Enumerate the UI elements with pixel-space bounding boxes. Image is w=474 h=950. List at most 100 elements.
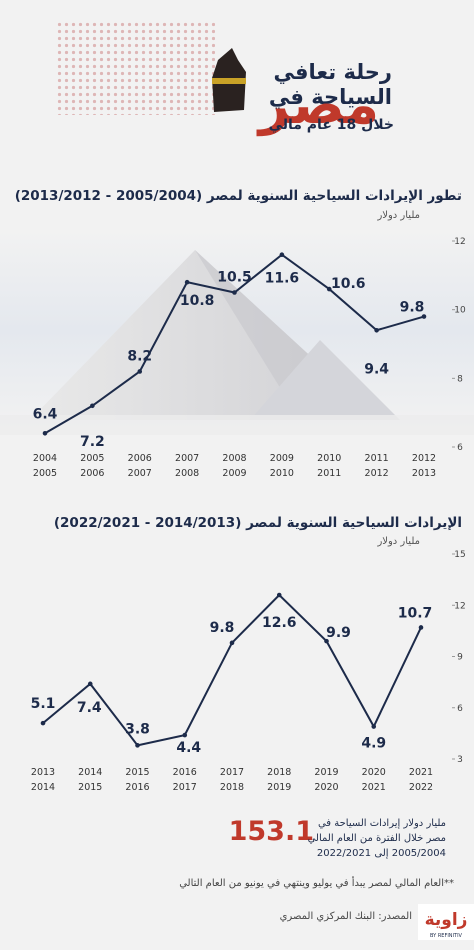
chart-title: الإيرادات السياحية السنوية لمصر (2014/20…	[53, 515, 462, 531]
title-line1: رحلة تعافي	[273, 60, 392, 84]
dot-pattern	[55, 20, 215, 115]
point	[40, 720, 46, 726]
data-label: 12.6	[262, 615, 297, 631]
logo-box	[418, 904, 474, 940]
x-tick-label: 2021	[362, 782, 386, 793]
point	[374, 327, 379, 333]
x-tick-label: 2022	[409, 782, 433, 793]
y-axis-label: مليار دولار	[377, 536, 420, 547]
x-tick-label: 2020	[314, 782, 338, 793]
y-tick-label: 8	[457, 374, 463, 384]
data-label: 3.8	[125, 721, 150, 737]
title-line2: السياحة في	[268, 85, 392, 109]
x-tick-label: 2014	[31, 782, 55, 793]
data-label: 10.5	[217, 270, 252, 286]
ground	[0, 415, 474, 435]
x-tick-label: 2018	[220, 782, 244, 793]
data-label: 8.2	[127, 348, 152, 364]
x-tick-label: 2015	[78, 782, 102, 793]
point	[137, 369, 143, 374]
title-big: مصر	[258, 73, 379, 136]
pyramid-small	[250, 340, 400, 420]
subtitle: خلال 18 عام مالي	[268, 117, 394, 133]
x-tick-label: 2016	[173, 767, 197, 778]
x-tick-label: 2005	[80, 453, 104, 464]
point	[326, 286, 332, 292]
x-tick-label: 2019	[267, 782, 291, 793]
x-tick-label: 2021	[409, 767, 433, 778]
x-tick-label: 2012	[412, 453, 436, 464]
data-label: 9.8	[400, 300, 425, 316]
point	[276, 592, 282, 598]
point	[421, 314, 427, 319]
y-tick-label: 12	[454, 601, 465, 611]
y-tick-label: 12	[454, 237, 465, 247]
line	[42, 593, 422, 747]
data-label: 10.7	[398, 605, 433, 621]
x-tick-label: 2013	[31, 767, 55, 778]
point	[418, 625, 424, 630]
y-axis-label: مليار دولار	[377, 210, 420, 221]
logo: زاوية	[425, 910, 468, 930]
note: **العام المالي لمصر يبدأ في يوليو وينتهي…	[179, 878, 454, 889]
y-tick-label: 9	[457, 653, 463, 663]
logo-sub: BY REFINITIV	[430, 933, 463, 939]
y-tick-label: 3	[457, 755, 463, 765]
y-tick-label: 6	[457, 443, 463, 453]
x-tick-label: 2017	[173, 782, 197, 793]
x-tick-label: 2006	[128, 453, 152, 464]
x-tick-label: 2019	[314, 767, 338, 778]
point	[90, 403, 95, 409]
x-tick-label: 2007	[175, 453, 199, 464]
point	[229, 640, 235, 646]
x-tick-label: 2009	[270, 453, 294, 464]
x-tick-label: 2004	[33, 453, 57, 464]
point	[182, 732, 188, 738]
point	[184, 279, 190, 285]
x-tick-label: 2008	[175, 468, 199, 479]
x-tick-label: 2006	[80, 468, 104, 479]
total: 153.1	[228, 816, 314, 847]
data-label: 11.6	[265, 271, 300, 287]
x-tick-label: 2007	[128, 468, 152, 479]
x-tick-label: 2005	[33, 468, 57, 479]
chart-title: تطور الإيرادات السياحية السنوية لمصر (20…	[14, 188, 462, 204]
x-tick-label: 2008	[222, 453, 246, 464]
data-label: 10.6	[331, 276, 366, 292]
data-label: 9.4	[364, 361, 389, 377]
point	[279, 252, 285, 258]
anubis-band	[212, 78, 246, 84]
point	[87, 681, 93, 687]
data-label: 7.4	[77, 700, 102, 716]
data-label: 9.9	[326, 625, 351, 641]
x-tick-label: 2017	[220, 767, 244, 778]
y-tick-label: 10	[454, 306, 466, 316]
x-tick-label: 2011	[317, 468, 341, 479]
x-tick-label: 2009	[222, 468, 246, 479]
x-tick-label: 2018	[267, 767, 291, 778]
data-label: 10.8	[180, 293, 215, 309]
x-tick-label: 2015	[125, 767, 149, 778]
x-tick-label: 2012	[365, 468, 389, 479]
x-tick-label: 2016	[125, 782, 149, 793]
y-tick-label: 15	[454, 550, 465, 560]
point	[42, 430, 48, 436]
x-tick-label: 2010	[317, 453, 341, 464]
x-tick-label: 2011	[365, 453, 389, 464]
total-text: مليار دولار إيرادات السياحة في مصر خلال …	[307, 818, 446, 859]
data-label: 4.9	[361, 736, 386, 752]
data-label: 9.8	[210, 620, 235, 636]
data-label: 5.1	[31, 696, 56, 712]
point	[135, 743, 140, 748]
source: المصدر: البنك المركزي المصري	[279, 911, 412, 922]
data-label: 7.2	[80, 434, 105, 450]
x-tick-label: 2020	[362, 767, 386, 778]
point	[324, 638, 329, 644]
x-tick-label: 2013	[412, 468, 436, 479]
y-tick-label: 6	[457, 704, 463, 714]
point	[232, 290, 237, 295]
point	[371, 724, 377, 729]
x-tick-label: 2014	[78, 767, 102, 778]
